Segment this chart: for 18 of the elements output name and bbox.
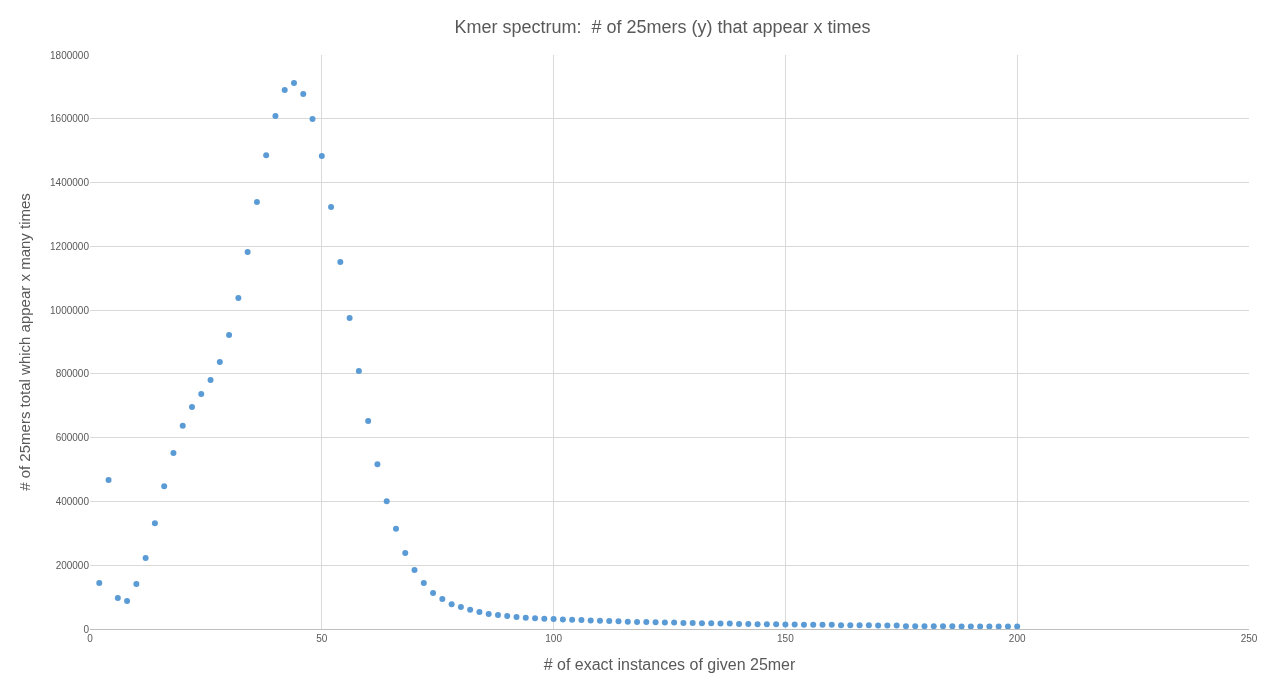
x-tick-label: 150 [777, 633, 795, 644]
x-axis-title: # of exact instances of given 25mer [543, 655, 797, 673]
y-tick-label: 600000 [55, 432, 90, 444]
x-tick-label: 200 [1008, 633, 1026, 644]
x-tick-label: 100 [545, 633, 563, 644]
y-tick-label: 1200000 [50, 240, 90, 252]
y-tick-label: 400000 [55, 495, 90, 507]
y-tick-label: 200000 [55, 559, 90, 571]
chart-title: Kmer spectrum: # of 25mers (y) that appear x times [454, 17, 871, 38]
y-tick-label: 0 [83, 623, 90, 635]
y-axis-title: # of 25mers total which appear x many times [16, 193, 34, 491]
y-tick-label: 1800000 [50, 49, 90, 61]
y-tick-label: 1400000 [50, 177, 90, 189]
y-tick-label: 800000 [55, 368, 90, 380]
x-tick-label: 50 [316, 633, 328, 644]
y-tick-label: 1000000 [50, 304, 90, 316]
y-tick-label: 1600000 [50, 113, 90, 125]
x-tick-label: 250 [1240, 633, 1258, 644]
